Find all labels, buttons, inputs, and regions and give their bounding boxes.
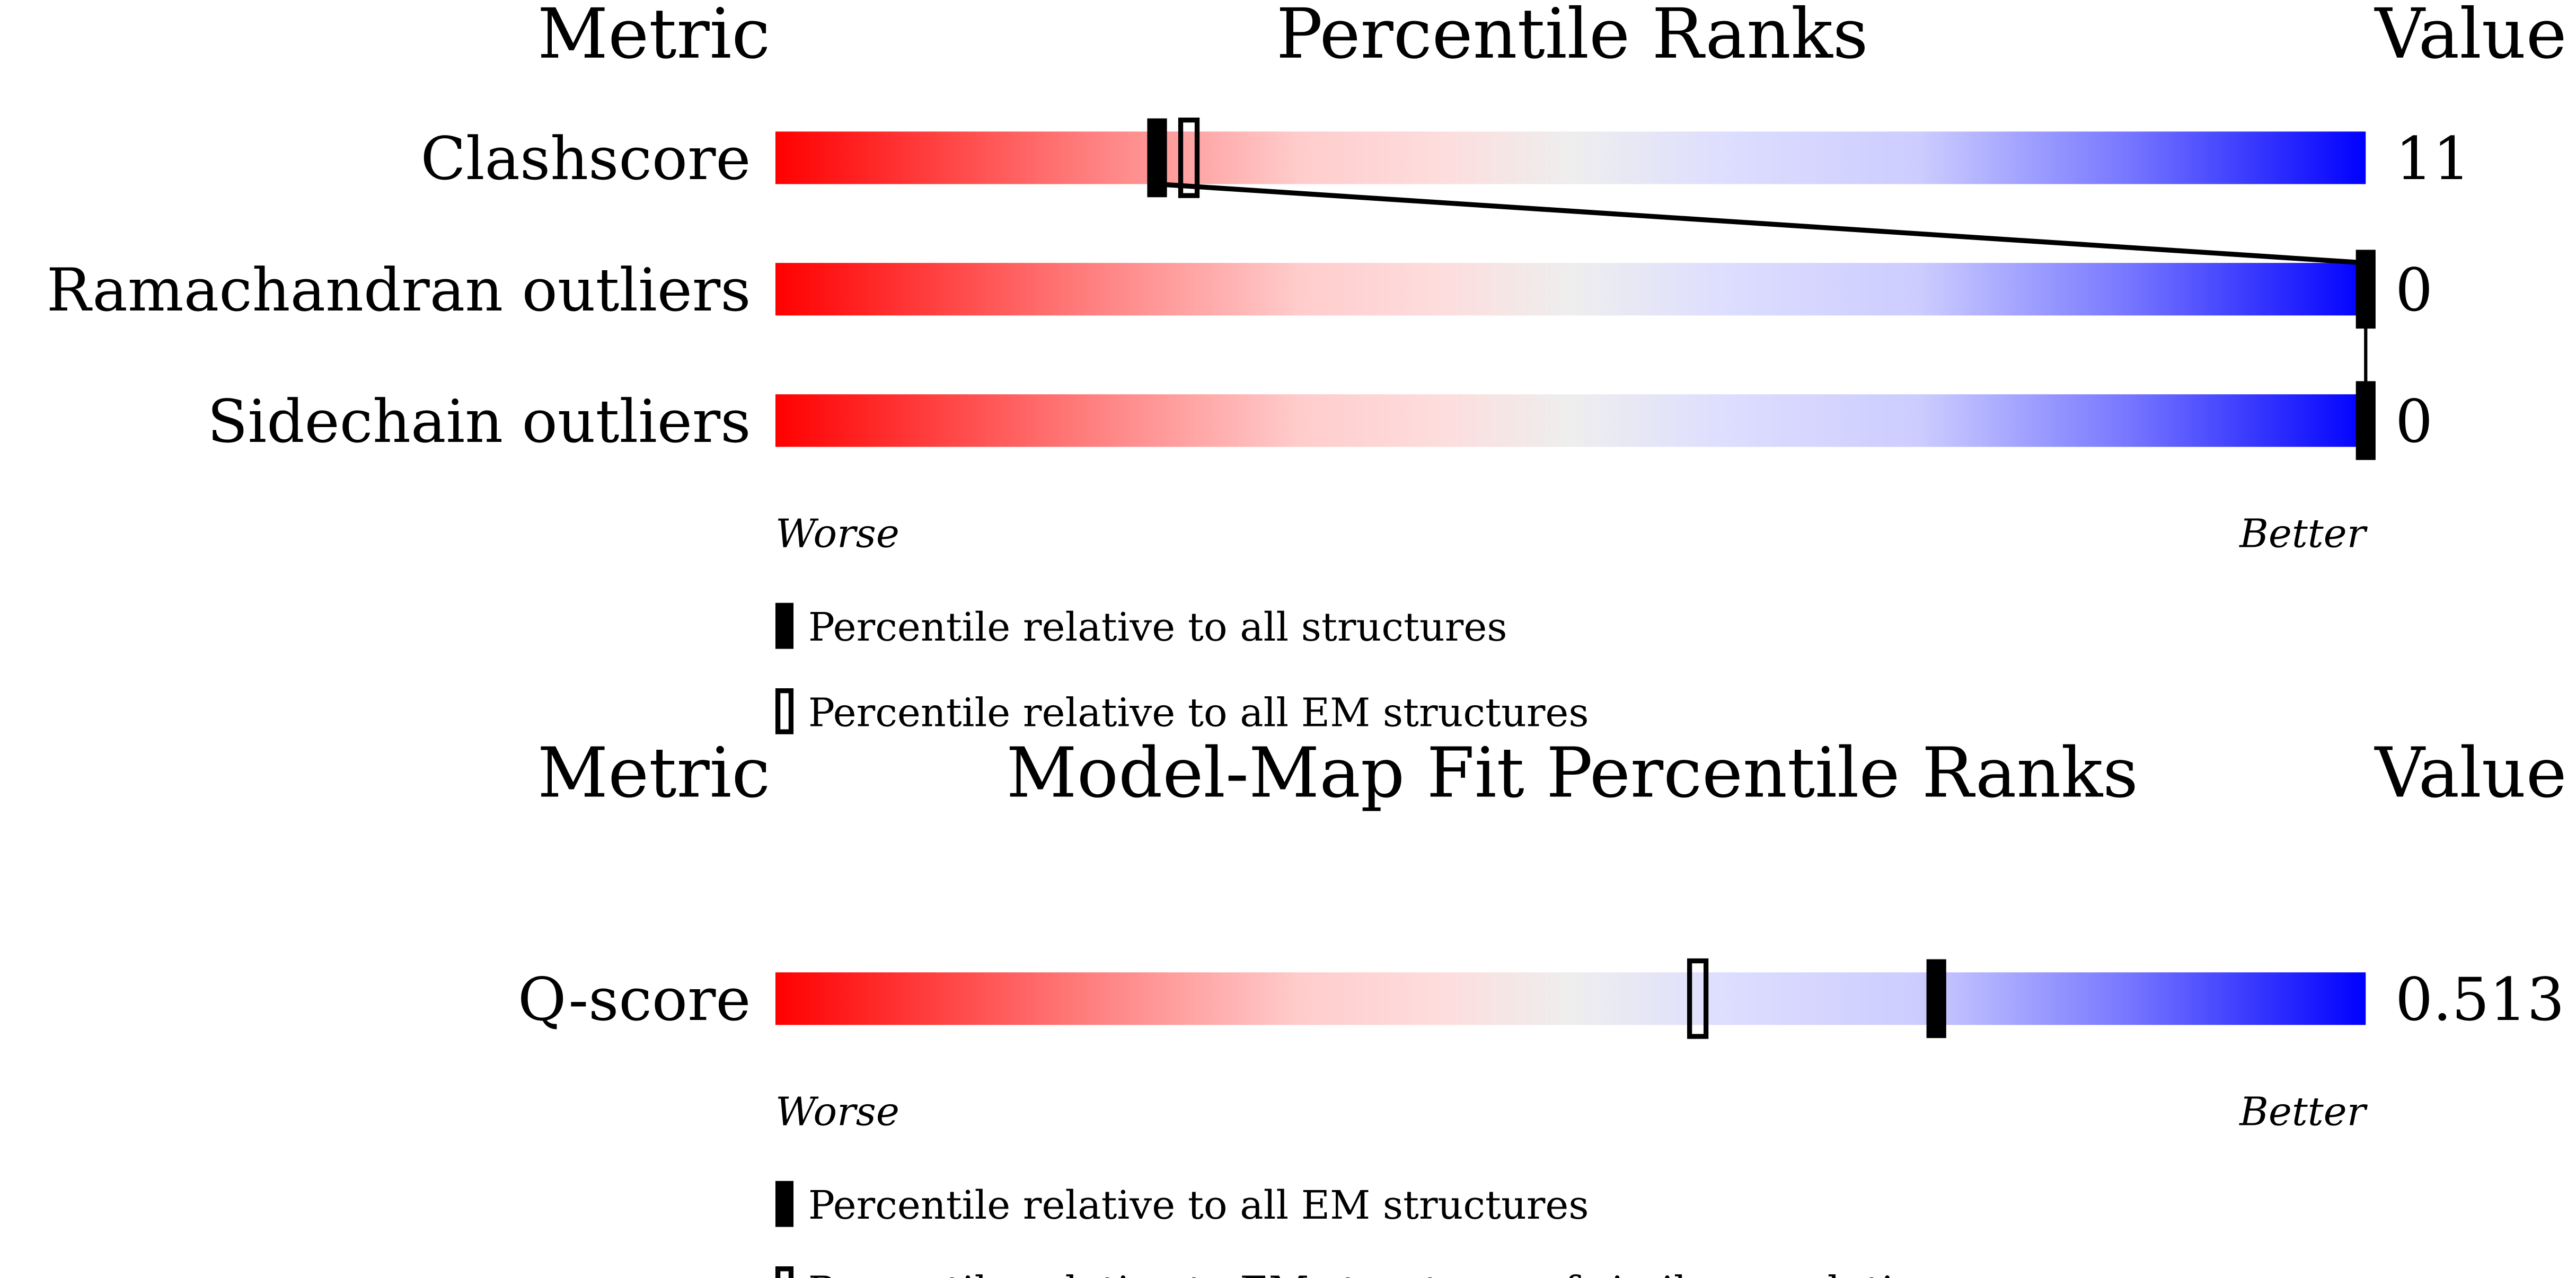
metric-value: 11 xyxy=(2395,125,2471,193)
chart-title: Model-Map Fit Percentile Ranks xyxy=(1006,733,2138,813)
validation-panel: Metric Percentile Ranks Value Clashscore 11 R… xyxy=(47,0,2567,735)
chart-title: Percentile Ranks xyxy=(1276,0,1868,74)
filled-marker xyxy=(1926,959,1946,1039)
percentile-bar xyxy=(775,394,2366,447)
metric-label: Q-score xyxy=(518,965,751,1034)
metric-value: 0 xyxy=(2395,256,2433,325)
connector-line xyxy=(1157,181,2366,265)
value-header: Value xyxy=(2374,0,2567,74)
metric-label: Ramachandran outliers xyxy=(47,256,751,325)
metric-value: 0.513 xyxy=(2395,965,2564,1034)
open-marker xyxy=(1687,958,1709,1039)
metric-header: Metric xyxy=(537,733,770,813)
open-marker xyxy=(1178,117,1200,198)
legend-filled-marker-icon xyxy=(775,602,794,649)
legend-open-marker-icon xyxy=(775,1266,794,1278)
metric-value: 0 xyxy=(2395,387,2433,456)
legend-filled-marker-icon xyxy=(775,1181,794,1227)
percentile-bar xyxy=(775,263,2366,316)
metric-label: Sidechain outliers xyxy=(207,387,751,456)
metric-label: Clashscore xyxy=(420,125,751,193)
percentile-bar xyxy=(775,131,2366,184)
percentile-bar xyxy=(775,972,2366,1025)
filled-marker xyxy=(2356,381,2376,460)
better-label: Better xyxy=(2238,510,2368,556)
legend-label: Percentile relative to all structures xyxy=(808,604,1507,650)
legend-open-marker-icon xyxy=(775,688,794,734)
metric-header: Metric xyxy=(537,0,770,74)
worse-label: Worse xyxy=(775,510,899,556)
better-label: Better xyxy=(2238,1088,2368,1134)
legend-label: Percentile relative to all EM structures xyxy=(808,1182,1589,1228)
legend-label: Percentile relative to all EM structures xyxy=(808,689,1589,735)
legend-label: Percentile relative to EM structures of … xyxy=(808,1267,1943,1278)
worse-label: Worse xyxy=(775,1088,899,1134)
model-map-fit-panel: Metric Model-Map Fit Percentile Ranks Valu… xyxy=(518,733,2567,1278)
value-header: Value xyxy=(2374,733,2567,813)
